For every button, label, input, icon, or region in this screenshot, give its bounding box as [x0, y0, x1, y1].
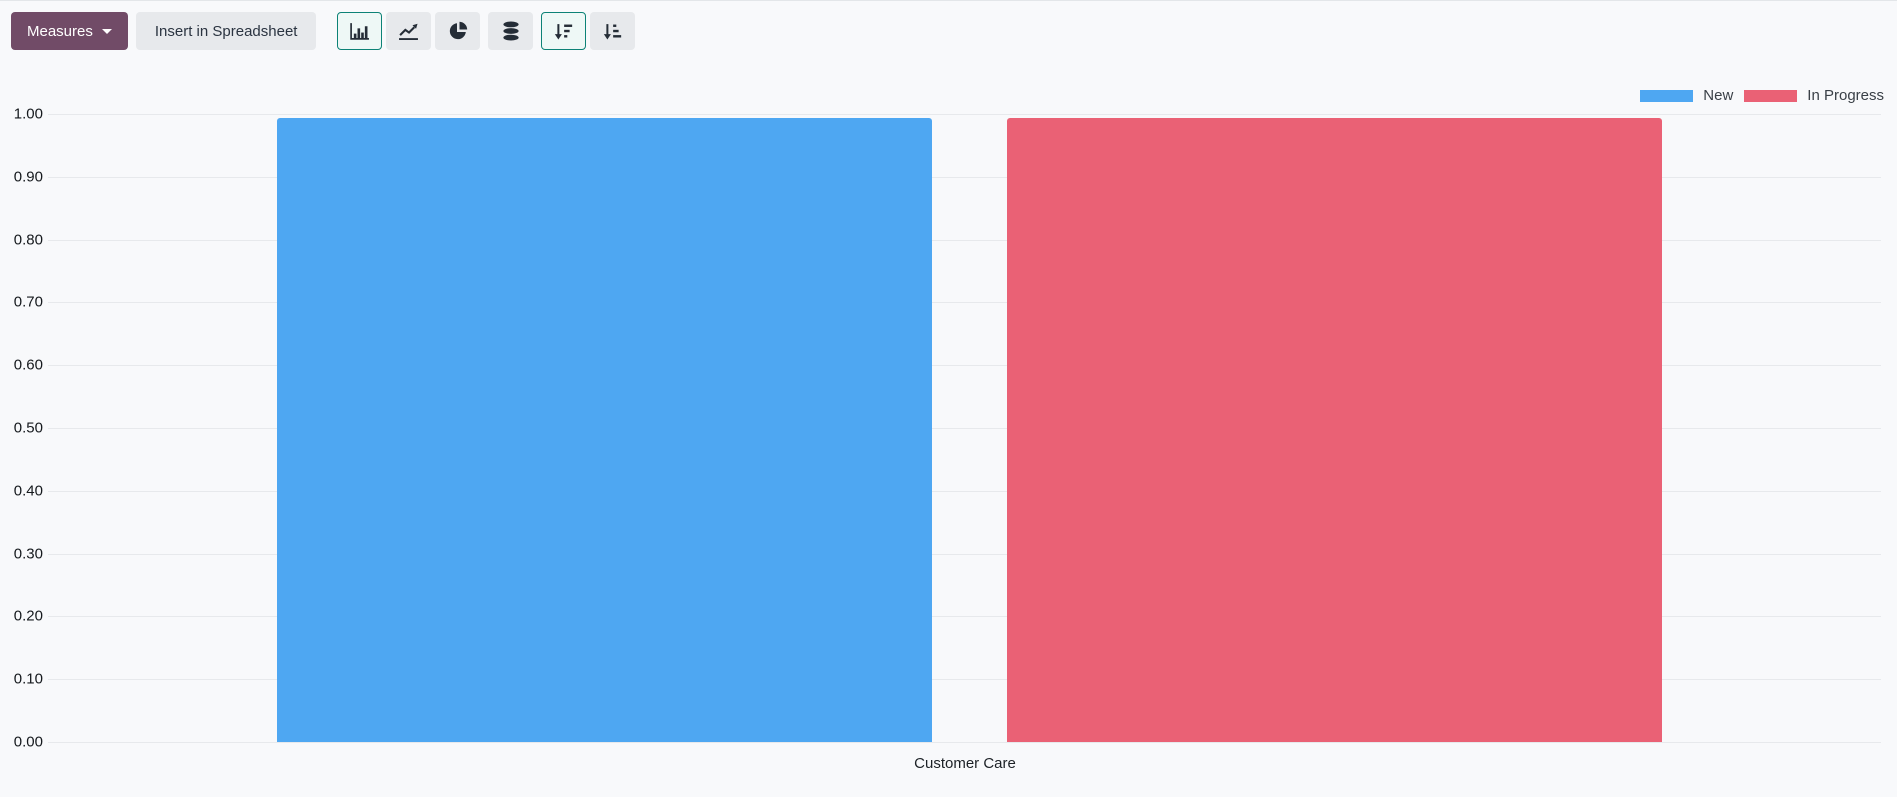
gridline: [48, 114, 1881, 115]
legend-item-new[interactable]: New: [1640, 87, 1733, 104]
insert-in-spreadsheet-label: Insert in Spreadsheet: [154, 22, 298, 40]
legend-item-in-progress[interactable]: In Progress: [1744, 87, 1884, 104]
gridline: [48, 553, 1881, 555]
y-axis-tick-label: 0.10: [13, 670, 43, 688]
database-icon: [501, 21, 521, 41]
gridline: [48, 616, 1881, 618]
gridline: [48, 679, 1881, 681]
y-axis-tick-label: 0.50: [13, 419, 43, 437]
chart-legend: New In Progress: [1640, 87, 1884, 104]
y-axis-tick-label: 0.00: [13, 733, 43, 751]
sort-button-group: [541, 12, 636, 50]
gridline: [48, 365, 1881, 367]
graph-toolbar: Measures Insert in Spreadsheet: [0, 1, 1897, 61]
measures-button[interactable]: Measures: [11, 12, 128, 50]
legend-label: In Progress: [1807, 87, 1884, 104]
sort-amount-desc-icon: [554, 22, 573, 41]
bar-new[interactable]: [277, 118, 932, 742]
measures-button-label: Measures: [27, 22, 93, 40]
gridline: [48, 428, 1881, 429]
stacked-toggle-button[interactable]: [488, 12, 534, 50]
y-axis-tick-label: 0.20: [13, 607, 43, 625]
gridline: [48, 490, 1881, 492]
legend-swatch: [1640, 89, 1694, 102]
line-chart-icon: [398, 22, 419, 41]
sort-descending-button[interactable]: [541, 12, 587, 50]
y-axis-tick-label: 0.30: [13, 545, 43, 563]
legend-label: New: [1703, 87, 1734, 104]
y-axis-tick-label: 0.90: [13, 168, 43, 186]
sort-amount-asc-icon: [603, 22, 622, 41]
y-axis-tick-label: 0.80: [13, 231, 43, 249]
bar-in-progress[interactable]: [1007, 118, 1662, 742]
y-axis-tick-label: 0.60: [13, 356, 43, 374]
y-axis-tick-label: 0.70: [13, 293, 43, 311]
legend-swatch: [1744, 89, 1798, 102]
insert-in-spreadsheet-button[interactable]: Insert in Spreadsheet: [135, 12, 317, 50]
gridline: [48, 239, 1881, 241]
chart-type-line-button[interactable]: [386, 12, 432, 50]
gridline: [48, 742, 1881, 743]
chart-type-pie-button[interactable]: [435, 12, 481, 50]
gridline: [48, 302, 1881, 304]
gridline: [48, 176, 1881, 178]
caret-down-icon: [101, 28, 112, 34]
y-axis-tick-label: 0.40: [13, 482, 43, 500]
bar-chart-icon: [349, 22, 370, 41]
x-axis-category-label: Customer Care: [914, 755, 1016, 772]
y-axis-tick-label: 1.00: [13, 105, 43, 123]
sort-ascending-button[interactable]: [590, 12, 636, 50]
chart-type-bar-button[interactable]: [337, 12, 383, 50]
pie-chart-icon: [448, 21, 468, 41]
chart-type-button-group: [337, 12, 481, 50]
